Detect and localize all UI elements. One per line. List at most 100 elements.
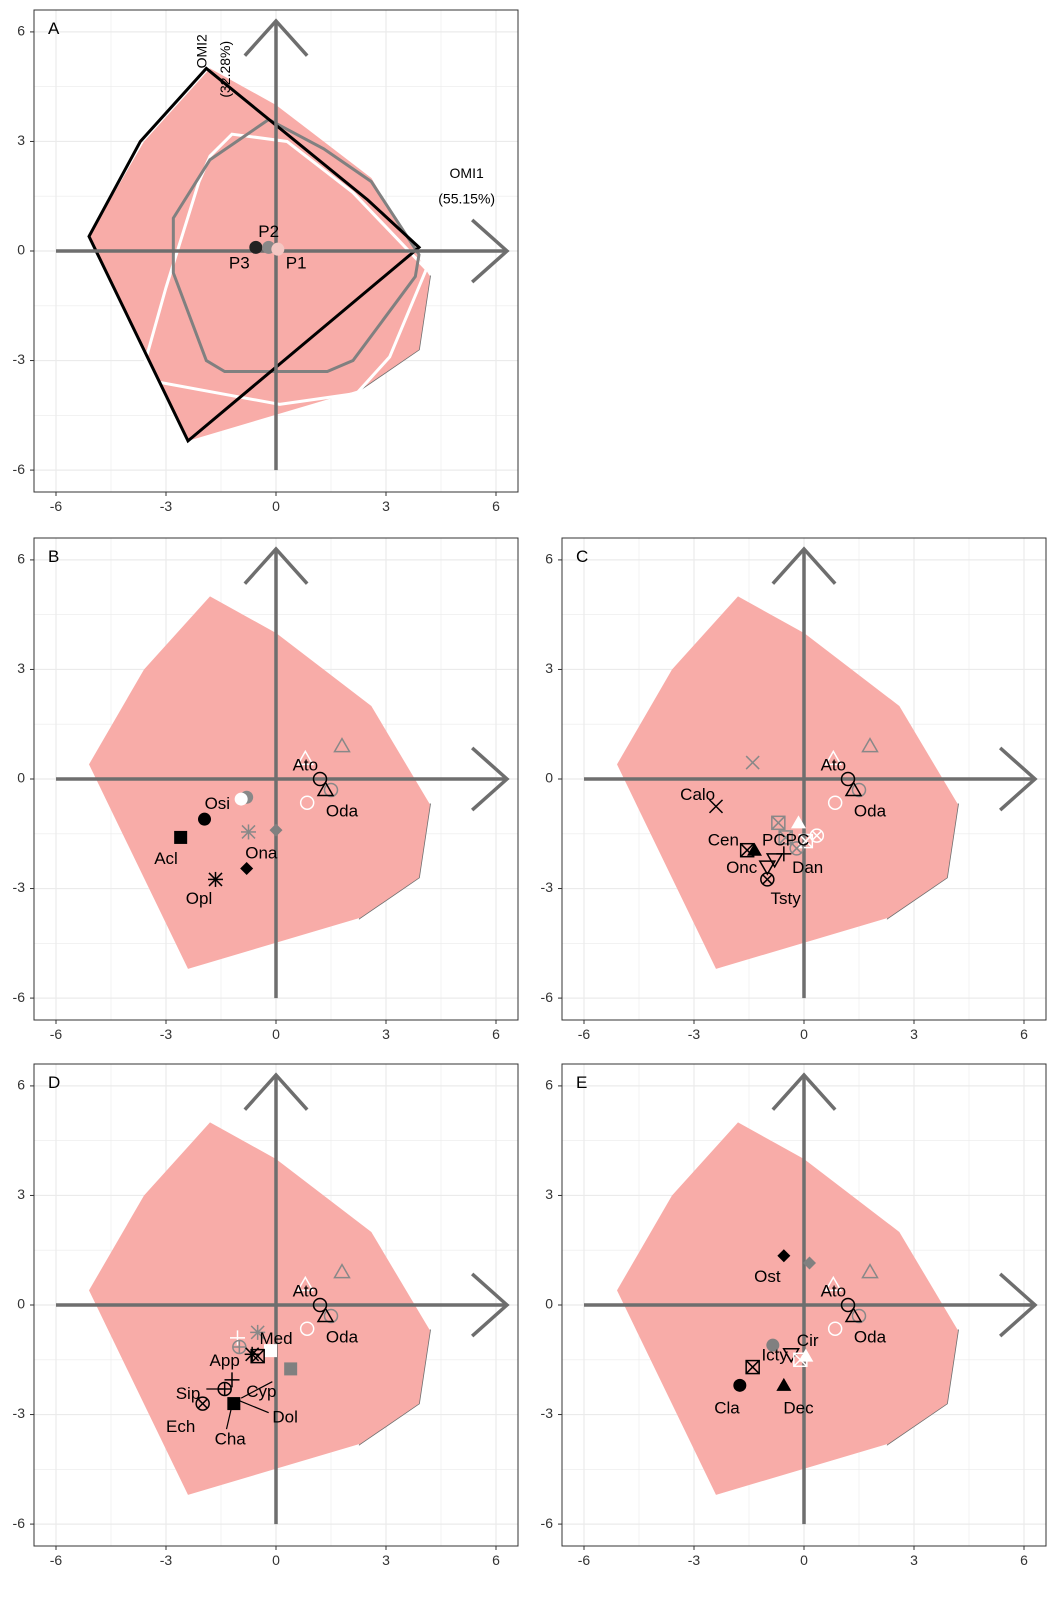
- y-arrowhead: [243, 1072, 309, 1111]
- x-tick-label: -3: [160, 1026, 173, 1042]
- point-label: Cen: [708, 831, 739, 850]
- y-tick-label: 0: [17, 770, 25, 786]
- point-label: Ato: [293, 1282, 319, 1301]
- axis-label-omi1: OMI1: [450, 165, 484, 181]
- x-tick-label: 3: [910, 1026, 918, 1042]
- point-label: Osi: [205, 794, 231, 813]
- data-point: [234, 792, 248, 806]
- point-label: Ost: [754, 1267, 781, 1286]
- common-point: [861, 1263, 879, 1279]
- y-tick-label: -6: [541, 989, 554, 1005]
- common-point: [323, 782, 339, 798]
- data-point: [241, 824, 256, 840]
- y-tick-label: 6: [17, 551, 25, 567]
- x-tick-label: 6: [1020, 1026, 1028, 1042]
- data-point: [708, 799, 724, 814]
- point-label: Icty: [761, 1346, 788, 1365]
- point-label: Onc: [726, 858, 758, 877]
- plot-body: P2 P3 P1: [56, 18, 510, 471]
- y-tick-label: 6: [545, 551, 553, 567]
- panel-c: Ato Oda Calo Cen PCPC Dan Onc Tsty C -6 -3 0 3 6 6 3 0 -3…: [541, 537, 1047, 1042]
- point-label: P2: [258, 222, 279, 241]
- y-tick-label: -3: [13, 1405, 26, 1421]
- data-point: [771, 815, 786, 831]
- y-tick-label: -3: [13, 351, 26, 367]
- axis-arrows: [584, 546, 1038, 999]
- point-label: App: [210, 1351, 240, 1370]
- leader-line: [237, 1399, 269, 1414]
- common-point: [840, 771, 856, 787]
- point-label: Opl: [186, 889, 212, 908]
- panel-d: Ato Oda Med App Sip Cyp Ech Dol Cha D -6 -3 0 3 6 6 3 0 -3…: [13, 1063, 519, 1568]
- data-point: [789, 841, 804, 856]
- data-point: [758, 860, 777, 876]
- data-point: [250, 1324, 266, 1340]
- y-tick-label: 0: [17, 242, 25, 258]
- point-label: P3: [229, 253, 250, 272]
- x-tick-label: 6: [1020, 1552, 1028, 1568]
- y-tick-label: 3: [545, 1186, 553, 1202]
- data-point: [250, 1348, 265, 1364]
- x-tick-label: 6: [492, 1552, 500, 1568]
- point-label: Ato: [821, 1282, 847, 1301]
- point-label: Ech: [166, 1417, 195, 1436]
- plot-body: Ato Oda Osi Acl Ona Opl: [56, 546, 510, 999]
- x-arrowhead: [471, 1272, 510, 1338]
- common-point: [333, 737, 351, 753]
- common-point: [824, 749, 843, 766]
- data-point: [766, 1338, 780, 1352]
- point-label: Cla: [714, 1399, 740, 1418]
- data-point: [174, 830, 188, 844]
- x-tick-label: -6: [578, 1026, 591, 1042]
- plot-body: Ato Oda Calo Cen PCPC Dan Onc Tsty: [584, 546, 1038, 999]
- plot-body: Ato Oda Med App Sip Cyp Ech Dol Cha: [56, 1072, 510, 1525]
- data-point: [198, 812, 211, 826]
- x-tick-label: -3: [688, 1552, 701, 1568]
- common-point: [296, 749, 315, 766]
- point-label: Ato: [821, 756, 847, 775]
- data-point: [745, 755, 760, 770]
- y-arrowhead: [243, 18, 309, 57]
- common-point: [323, 1308, 339, 1324]
- panel-letter: C: [576, 547, 588, 566]
- common-point: [851, 782, 867, 798]
- y-tick-label: -3: [541, 879, 554, 895]
- axis-label-omi1-pct: (55.15%): [438, 191, 495, 207]
- x-arrowhead: [471, 746, 510, 812]
- x-tick-label: -6: [50, 1552, 63, 1568]
- point-label: Oda: [326, 1327, 359, 1346]
- x-tick-label: -3: [688, 1026, 701, 1042]
- data-point: [765, 853, 784, 869]
- hull-p1: [138, 132, 429, 406]
- data-point: [224, 1372, 240, 1388]
- x-tick-label: 0: [272, 498, 280, 514]
- y-tick-label: 3: [17, 1186, 25, 1202]
- data-point: [733, 1378, 747, 1392]
- axis-label-omi2: OMI2: [193, 34, 209, 68]
- x-tick-label: 0: [272, 1552, 280, 1568]
- x-tick-label: 6: [492, 1026, 500, 1042]
- y-tick-label: -6: [13, 1515, 26, 1531]
- pink-niche-hull: [89, 1122, 430, 1495]
- data-point: [760, 872, 775, 887]
- y-tick-label: 3: [17, 132, 25, 148]
- common-point: [851, 1308, 867, 1324]
- data-point: [777, 1249, 791, 1263]
- data-point: [776, 1377, 792, 1391]
- data-point: [809, 828, 825, 843]
- x-tick-label: -3: [160, 498, 173, 514]
- panel-letter: B: [48, 547, 59, 566]
- point-label: Sip: [176, 1384, 201, 1403]
- leader-line: [240, 1381, 273, 1399]
- common-point: [316, 780, 335, 797]
- x-tick-label: -6: [50, 498, 63, 514]
- panel-b: Ato Oda Osi Acl Ona Opl B -6 -3 0 3 6 6 3 0 -3 -6: [13, 537, 519, 1042]
- ticks: -6 -3 0 3 6 6 3 0 -3 -6: [13, 23, 501, 514]
- y-tick-label: -3: [13, 879, 26, 895]
- hull-p3: [87, 66, 422, 444]
- y-tick-label: 0: [17, 1296, 25, 1312]
- pink-niche-hull: [89, 596, 430, 969]
- x-tick-label: 6: [492, 498, 500, 514]
- data-point: [778, 830, 793, 845]
